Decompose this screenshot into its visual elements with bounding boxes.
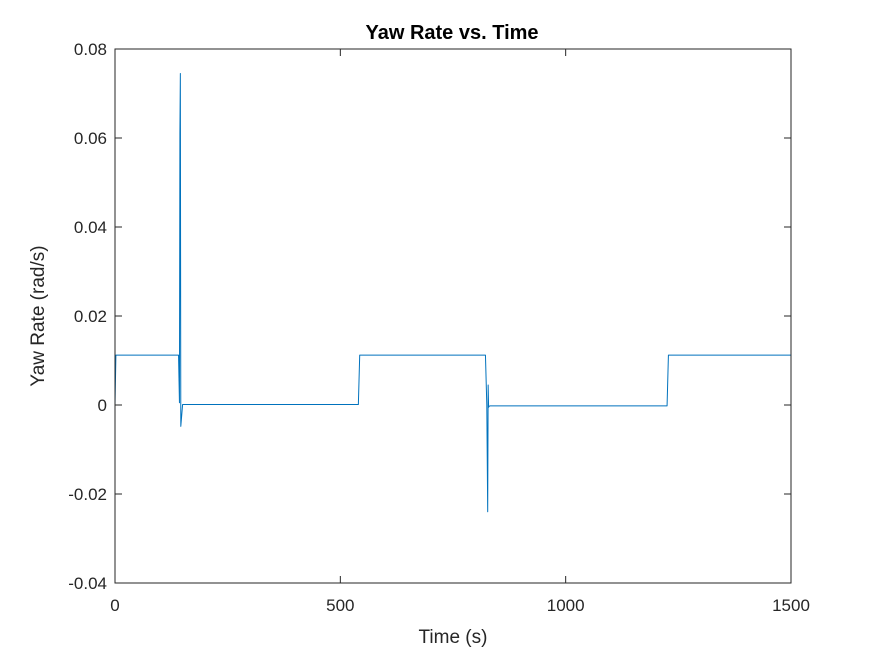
x-tick-label: 0 xyxy=(110,596,119,615)
x-tick-label: 1000 xyxy=(547,596,585,615)
plot-area-frame xyxy=(114,48,792,584)
y-tick-label: -0.04 xyxy=(68,574,107,593)
x-tick-label: 1500 xyxy=(772,596,810,615)
x-axis-ticks: 0 500 1000 1500 xyxy=(110,49,810,615)
series-line xyxy=(114,72,791,513)
y-tick-label: 0.02 xyxy=(74,307,107,326)
y-tick-label: 0.04 xyxy=(74,218,107,237)
chart-title: Yaw Rate vs. Time xyxy=(365,22,538,44)
y-tick-label: 0.06 xyxy=(74,129,107,148)
y-tick-label: 0.08 xyxy=(74,40,107,59)
x-axis-label: Time (s) xyxy=(419,627,488,648)
y-tick-label: -0.02 xyxy=(68,485,107,504)
x-tick-label: 500 xyxy=(326,596,354,615)
y-axis-label: Yaw Rate (rad/s) xyxy=(28,245,49,386)
y-tick-label: 0 xyxy=(98,396,107,415)
y-axis-ticks: -0.04 -0.02 0 0.02 0.04 0.06 0.08 xyxy=(68,40,791,593)
